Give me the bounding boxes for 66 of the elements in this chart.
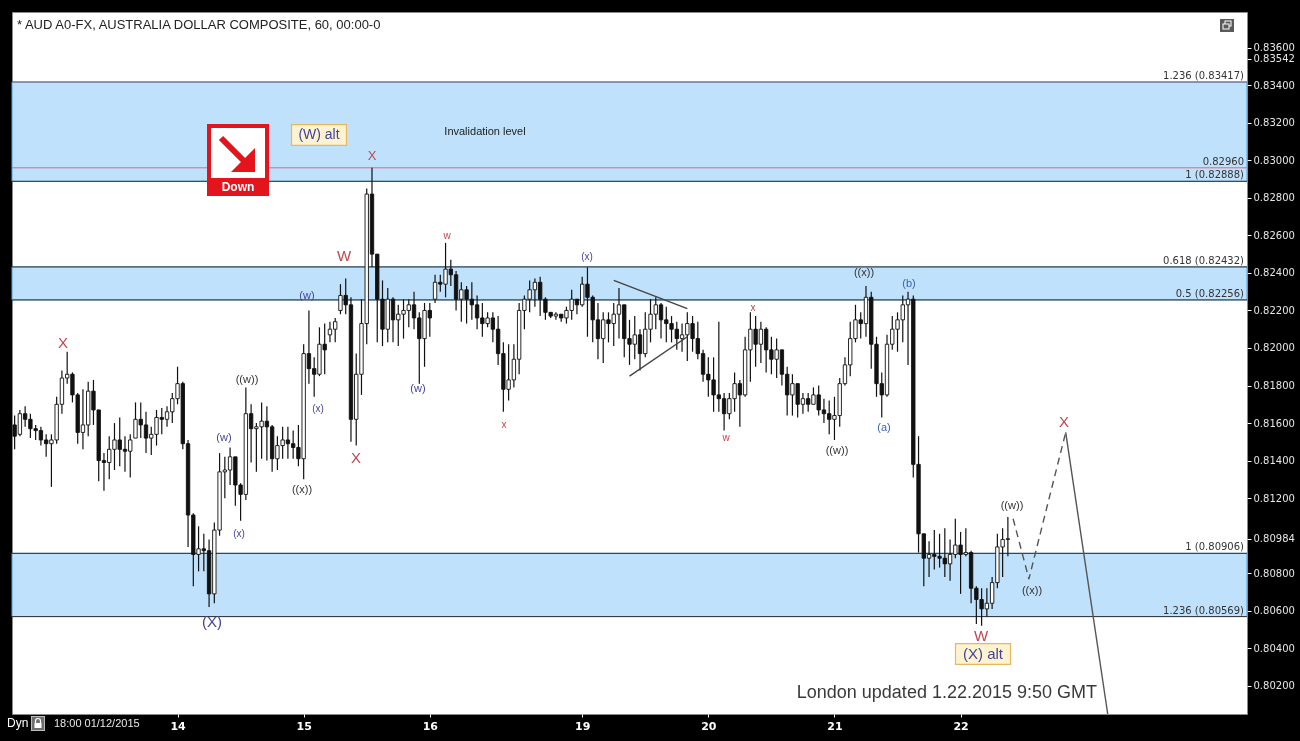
x-tick-label: 19 bbox=[575, 719, 591, 733]
y-tick-label: 0.82000 bbox=[1253, 342, 1295, 354]
ref-line-label: 1.236 (0.80569) bbox=[1163, 604, 1245, 616]
text: 18:00 01/12/2015 bbox=[54, 717, 140, 729]
annotation: ((w)) bbox=[1000, 499, 1024, 511]
x-tick-label: 20 bbox=[701, 719, 717, 733]
y-tick-label: 0.81600 bbox=[1253, 417, 1295, 429]
text: Dyn bbox=[7, 716, 29, 730]
ref-line-label: 0.618 (0.82432) bbox=[1163, 254, 1245, 266]
annotation: X bbox=[367, 148, 377, 163]
y-tick-label: 0.80200 bbox=[1253, 680, 1295, 692]
ref-line-label: 1 (0.82888) bbox=[1185, 169, 1245, 181]
annotation: X bbox=[1058, 413, 1070, 430]
y-tick-label: 0.83000 bbox=[1253, 154, 1295, 166]
annotation: (w) bbox=[299, 289, 315, 301]
annotation: (w) bbox=[410, 382, 426, 394]
annotation: W bbox=[336, 247, 352, 264]
chart-title: * AUD A0-FX, AUSTRALIA DOLLAR COMPOSITE, 60, 00:00-0 bbox=[17, 17, 381, 32]
annotation: X bbox=[57, 334, 69, 351]
annotation: x bbox=[501, 419, 507, 430]
x-tick-label: 16 bbox=[422, 719, 439, 733]
y-tick-label: 0.80400 bbox=[1253, 642, 1295, 654]
annotation: (W) alt bbox=[298, 126, 340, 142]
y-tick-label: 0.83200 bbox=[1253, 117, 1295, 129]
y-tick-label: 0.83542 bbox=[1253, 53, 1295, 65]
y-tick-label: 0.80600 bbox=[1253, 605, 1295, 617]
annotation: W bbox=[973, 627, 989, 644]
ref-line-label: 0.5 (0.82256) bbox=[1175, 287, 1245, 299]
band-label: Invalidation level bbox=[444, 124, 526, 137]
x-tick-label: 22 bbox=[953, 719, 969, 733]
annotation: X bbox=[350, 449, 362, 466]
annotation: (x) bbox=[312, 403, 324, 414]
annotation: ((w)) bbox=[825, 444, 849, 456]
annotation: x bbox=[750, 302, 756, 313]
annotation: (x) bbox=[233, 528, 245, 539]
x-tick-label: 14 bbox=[170, 719, 187, 733]
y-tick-label: 0.82400 bbox=[1253, 267, 1295, 279]
y-tick-label: 0.81200 bbox=[1253, 492, 1295, 504]
annotation: ((x)) bbox=[1021, 584, 1043, 596]
y-tick-label: 0.81400 bbox=[1253, 455, 1295, 467]
y-tick-label: 0.80984 bbox=[1253, 533, 1295, 545]
annotation: ((x)) bbox=[291, 483, 313, 495]
annotation: (X) alt bbox=[962, 645, 1004, 662]
annotation: ((w)) bbox=[235, 373, 259, 385]
x-tick-label: 15 bbox=[296, 719, 312, 733]
annotation: (x) bbox=[581, 251, 593, 262]
annotation: Down bbox=[220, 180, 256, 194]
y-tick-label: 0.81800 bbox=[1253, 380, 1295, 392]
y-tick-label: 0.82200 bbox=[1253, 304, 1295, 316]
annotation: (b) bbox=[902, 277, 916, 289]
x-tick-label: 21 bbox=[827, 719, 843, 733]
annotation: London updated 1.22.2015 9:50 GMT bbox=[796, 682, 1097, 702]
y-tick-label: 0.83600 bbox=[1253, 42, 1295, 54]
annotation: (w) bbox=[216, 431, 232, 443]
annotation: (a) bbox=[877, 421, 891, 433]
annotation: w bbox=[442, 230, 452, 241]
y-tick-label: 0.83400 bbox=[1253, 79, 1295, 91]
annotation: (X) bbox=[202, 613, 222, 630]
ref-line-label: 1 (0.80906) bbox=[1185, 541, 1245, 553]
ref-line-label: 1.236 (0.83417) bbox=[1163, 70, 1245, 82]
annotation: w bbox=[721, 432, 731, 443]
y-tick-label: 0.80800 bbox=[1253, 567, 1295, 579]
annotation: ((x)) bbox=[853, 266, 875, 278]
y-tick-label: 0.82800 bbox=[1253, 192, 1295, 204]
ref-line-label: 0.82960 bbox=[1202, 155, 1244, 167]
y-tick-label: 0.82600 bbox=[1253, 229, 1295, 241]
